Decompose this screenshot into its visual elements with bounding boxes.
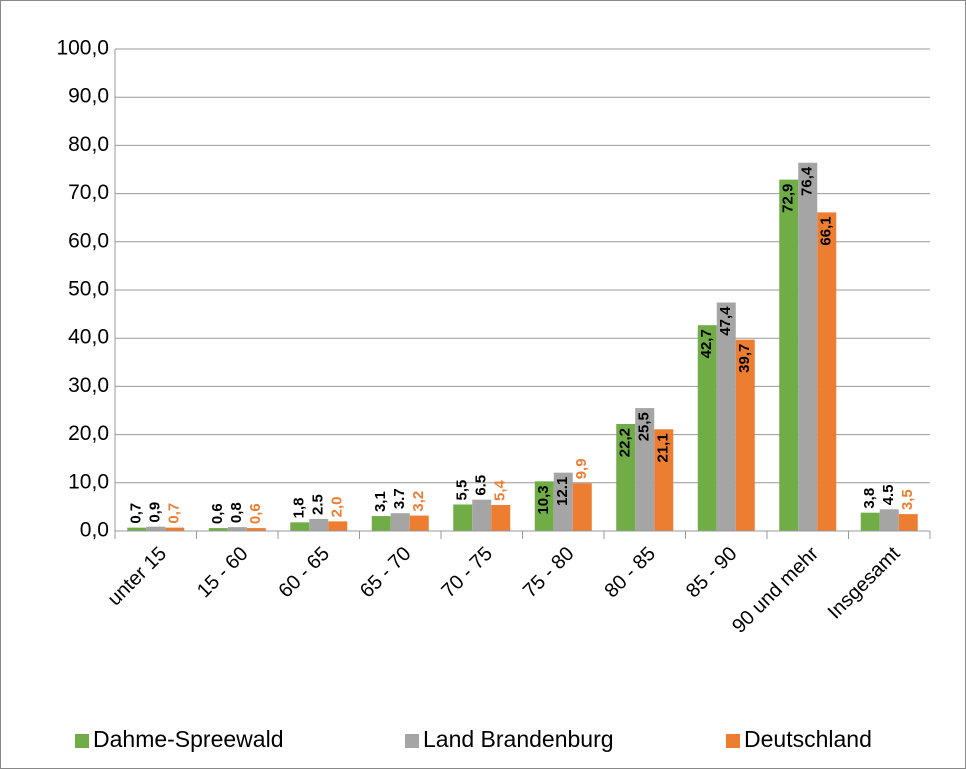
legend-swatch	[405, 734, 419, 748]
bar	[553, 472, 573, 531]
value-label: 3,1	[372, 491, 389, 512]
value-label: 0,7	[128, 503, 145, 524]
bar	[654, 429, 674, 531]
bar	[879, 509, 899, 531]
legend-label: Dahme-Spreewald	[93, 726, 283, 752]
bar	[817, 212, 837, 531]
legend-label: Land Brandenburg	[423, 726, 614, 752]
y-tick-label: 70,0	[68, 181, 109, 204]
y-tick-label: 20,0	[68, 422, 109, 445]
value-label: 2,0	[329, 497, 346, 518]
y-tick-label: 40,0	[68, 326, 109, 349]
bar	[860, 512, 880, 531]
value-label: 9,9	[573, 458, 590, 479]
bar	[534, 481, 554, 531]
bar	[246, 528, 266, 531]
value-label: 0,7	[166, 503, 183, 524]
bar	[898, 514, 918, 531]
value-label: 21,1	[655, 433, 672, 462]
bar	[290, 522, 310, 531]
legend-label: Deutschland	[744, 726, 872, 752]
value-label: 66,1	[818, 216, 835, 245]
value-label: 3.7	[391, 488, 408, 509]
y-tick-label: 50,0	[68, 278, 109, 301]
y-tick-label: 80,0	[68, 133, 109, 156]
bar	[453, 504, 473, 531]
bar	[616, 423, 636, 531]
value-label: 0,6	[247, 503, 264, 524]
value-label: 5,5	[454, 480, 471, 501]
value-label: 0,6	[209, 503, 226, 524]
bar	[328, 521, 348, 531]
value-label: 39,7	[736, 344, 753, 373]
value-label: 2.5	[310, 494, 327, 515]
bar	[127, 527, 147, 531]
bar	[779, 179, 799, 531]
bar	[165, 527, 185, 531]
bar	[208, 528, 228, 531]
value-label: 0,8	[228, 502, 245, 523]
bar	[697, 325, 717, 531]
bar	[309, 518, 329, 531]
value-label: 22,2	[617, 428, 634, 457]
y-tick-label: 90,0	[68, 85, 109, 108]
bar	[409, 515, 429, 531]
value-label: 6.5	[473, 475, 490, 496]
y-tick-label: 30,0	[68, 374, 109, 397]
value-label: 25,5	[636, 412, 653, 441]
bar	[371, 516, 391, 531]
value-label: 42,7	[698, 329, 715, 358]
bar	[491, 504, 511, 531]
bar	[735, 339, 755, 531]
bar	[716, 302, 736, 531]
value-label: 3,5	[899, 489, 916, 510]
bar	[227, 527, 247, 531]
bar	[572, 483, 592, 531]
legend-swatch	[726, 734, 740, 748]
bar	[472, 499, 492, 531]
value-label: 3,8	[861, 488, 878, 509]
bar	[635, 408, 655, 531]
value-label: 12.1	[554, 477, 571, 506]
legend-swatch	[75, 734, 89, 748]
y-tick-label: 100,0	[56, 37, 109, 60]
bar	[390, 513, 410, 531]
y-tick-label: 10,0	[68, 470, 109, 493]
value-label: 5,4	[492, 479, 509, 501]
value-label: 3,2	[410, 491, 427, 512]
value-label: 4.5	[880, 484, 897, 505]
value-label: 0,9	[147, 502, 164, 523]
value-label: 72,9	[780, 184, 797, 213]
value-label: 10,3	[535, 485, 552, 514]
value-label: 76,4	[799, 166, 816, 196]
bar	[798, 162, 818, 531]
value-label: 47,4	[717, 306, 734, 336]
y-tick-label: 60,0	[68, 229, 109, 252]
y-tick-label: 0,0	[80, 519, 109, 542]
bar	[146, 526, 166, 531]
value-label: 1,8	[291, 497, 308, 518]
